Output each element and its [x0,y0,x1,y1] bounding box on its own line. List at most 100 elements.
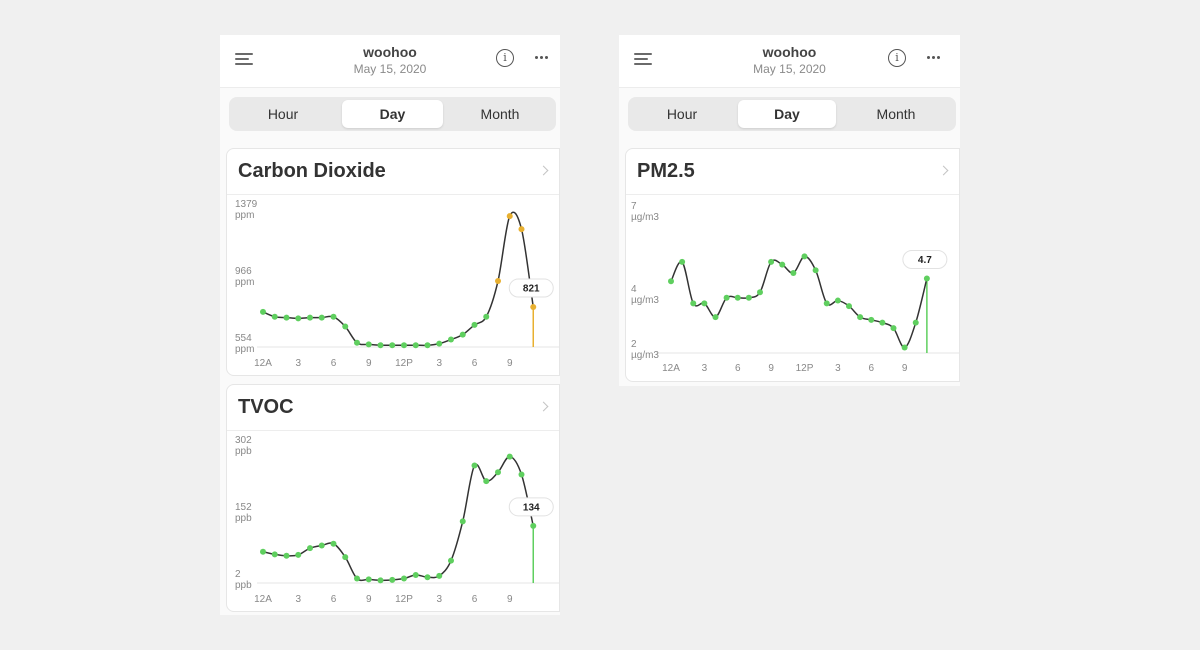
data-point [879,319,886,326]
series-line [262,455,534,582]
data-point [745,294,752,301]
screen-air-quality-pm25: woohoo May 15, 2020 i Hour Day Month PM2… [619,35,960,386]
data-point [424,574,431,581]
data-point [342,554,349,561]
y-tick-value: 4 [631,284,637,295]
x-tick-label: 6 [472,358,478,369]
tab-month[interactable]: Month [876,106,916,122]
x-tick-label: 3 [702,363,708,374]
data-point [518,471,525,478]
x-tick-label: 9 [507,358,513,369]
card-header[interactable]: Carbon Dioxide [227,149,559,195]
y-tick-value: 2 [235,569,241,580]
x-tick-label: 3 [436,594,442,605]
y-tick-unit: ppm [235,344,254,355]
data-point [330,313,337,320]
y-tick-value: 1379 [235,199,258,210]
card-header[interactable]: TVOC [227,385,559,431]
menu-icon[interactable] [634,51,654,71]
x-tick-label: 3 [436,358,442,369]
data-point [768,258,775,265]
data-point [834,297,841,304]
data-point [365,576,372,583]
data-point [271,313,278,320]
info-icon[interactable]: i [888,49,906,67]
time-range-segmented-control: Hour Day Month [628,97,956,131]
screen-air-quality-co2-tvoc: woohoo May 15, 2020 i Hour Day Month Car… [220,35,560,615]
info-icon[interactable]: i [496,49,514,67]
data-point [901,344,908,351]
data-point [471,462,478,469]
data-point [701,300,708,307]
data-point [712,314,719,321]
pm25-card[interactable]: PM2.5 7 µg/m3 4 µg/m3 2 µg/m3 12A 3 6 9 12P 3 6 9 4.7 [625,148,960,382]
x-tick-label: 6 [331,594,337,605]
data-point [295,315,302,322]
data-point [530,522,537,529]
y-tick-unit: ppm [235,277,254,288]
tab-hour[interactable]: Hour [666,106,698,122]
tvoc-card[interactable]: TVOC 302 ppb 152 ppb 2 ppb 12A 3 6 9 12P 3 6 9 134 [226,384,560,612]
menu-icon[interactable] [235,51,255,71]
data-point [354,339,360,346]
data-point [412,342,419,349]
x-tick-label: 3 [835,363,841,374]
tab-hour[interactable]: Hour [267,106,299,122]
data-point [260,308,266,315]
tab-day[interactable]: Day [738,100,836,128]
data-point [723,294,730,301]
y-tick-unit: ppb [235,580,252,591]
x-tick-label: 3 [295,594,301,605]
y-tick-value: 152 [235,502,252,513]
current-value-bubble [508,278,554,298]
y-tick-unit: ppm [235,210,254,221]
data-point [365,341,372,348]
data-point [459,518,466,525]
y-tick-unit: µg/m3 [631,212,659,223]
data-point [412,571,419,578]
x-tick-label: 9 [366,358,372,369]
data-point [377,342,384,349]
data-point [401,342,407,349]
time-range-segmented-control: Hour Day Month [229,97,556,131]
current-value-bubble [508,497,554,517]
data-point [377,577,384,584]
card-title: PM2.5 [637,160,695,182]
data-point [436,572,443,579]
data-point [779,261,786,268]
data-point [668,278,674,285]
data-point [734,294,741,301]
co2-card[interactable]: Carbon Dioxide 1379 ppm 966 ppm 554 ppm 12A 3 6 9… [226,148,560,376]
data-point [506,213,513,220]
more-icon[interactable] [926,52,942,62]
data-point [679,258,686,265]
data-point [448,336,454,343]
data-point [483,313,490,320]
chevron-right-icon [938,165,949,176]
tab-month[interactable]: Month [480,106,520,122]
data-point [295,551,302,558]
app-header: woohoo May 15, 2020 i [619,35,960,88]
data-point [471,321,478,328]
tab-day[interactable]: Day [342,100,443,128]
card-title: Carbon Dioxide [238,160,386,182]
y-tick-unit: ppb [235,446,252,457]
data-point [495,469,501,476]
x-tick-label: 3 [295,358,301,369]
data-point [790,269,797,276]
data-point [424,342,431,349]
more-icon[interactable] [534,52,550,62]
x-tick-label: 12P [796,363,814,374]
header-date: May 15, 2020 [753,62,826,76]
card-header[interactable]: PM2.5 [626,149,959,195]
series-line [670,255,928,349]
x-tick-label: 9 [366,594,372,605]
current-value-label: 134 [523,502,540,513]
y-tick-value: 554 [235,333,252,344]
y-tick-value: 966 [235,266,252,277]
data-point [318,542,325,549]
y-tick-value: 302 [235,435,252,446]
x-tick-label: 12P [395,358,413,369]
